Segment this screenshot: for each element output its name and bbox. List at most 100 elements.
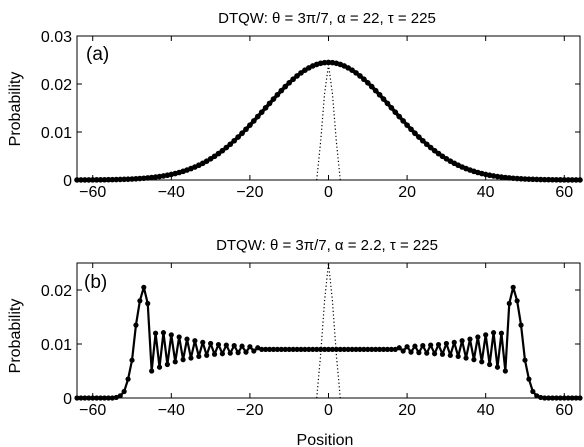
- panel-b-xtick-label: 40: [477, 402, 495, 419]
- panel-a-data-point: [274, 91, 281, 98]
- panel-b-data-point: [376, 346, 383, 352]
- panel-b-data-point: [318, 346, 324, 352]
- panel-b-data-point: [282, 346, 288, 352]
- panel-b-data-point: [294, 346, 300, 352]
- panel-b-data-point: [569, 395, 575, 401]
- panel-a-data-point: [553, 177, 560, 183]
- panel-a-data-point: [215, 150, 222, 157]
- panel-b-plot-area: −60 −40 −20 0 20 40 60 0 0.01 0.02: [41, 262, 583, 419]
- panel-b-data-point: [101, 395, 108, 401]
- panel-b-data-point: [152, 330, 159, 336]
- panel-a-data-point: [117, 176, 124, 183]
- panel-b-data-point: [90, 395, 96, 401]
- panel-b-data-point: [172, 359, 178, 365]
- panel-a-data-point: [365, 80, 371, 86]
- panel-a-data-point: [93, 177, 100, 183]
- panel-a-data-point: [392, 109, 399, 115]
- panel-a-xtick-label: 20: [398, 184, 416, 201]
- panel-a-data-point: [243, 126, 249, 133]
- panel-b-data-point: [286, 346, 292, 352]
- panel-b-data-point: [467, 336, 473, 342]
- panel-b-data-point: [542, 395, 548, 401]
- panel-b-data-point: [321, 346, 328, 352]
- panel-a-data-point: [113, 176, 120, 183]
- panel-b-ytick-label: 0: [63, 391, 72, 408]
- panel-b-data-point: [235, 350, 241, 356]
- panel-b-xtick-label: −20: [236, 402, 263, 419]
- panel-a-data-point: [109, 176, 116, 183]
- panel-b-data-point: [365, 346, 371, 352]
- panel-b-data-point: [510, 284, 516, 290]
- panel-b-data-point: [483, 332, 489, 338]
- panel-b-data-point: [231, 343, 237, 349]
- panel-a-ytick-label: 0.01: [41, 125, 72, 142]
- panel-a-axes-box: [76, 35, 581, 181]
- panel-a-data-point: [223, 144, 230, 151]
- panel-b-data-point: [384, 346, 391, 352]
- panel-b-ytick-label: 0.01: [41, 337, 72, 354]
- panel-b-data-point: [329, 346, 336, 352]
- panel-b-data-point: [361, 346, 367, 352]
- panel-b-data-point: [424, 350, 430, 356]
- panel-b-data-point: [416, 350, 422, 356]
- panel-b-data-point: [266, 346, 273, 352]
- panel-a-data-point: [247, 122, 253, 128]
- panel-a-xtick-label: −60: [79, 184, 106, 201]
- panel-a-data-point: [290, 76, 296, 83]
- panel-b-data-point: [577, 395, 583, 401]
- panel-a-data-point: [219, 147, 226, 154]
- panel-a-tag: (a): [86, 44, 109, 65]
- panel-a-data-point: [278, 87, 285, 94]
- panel-a-data-point: [211, 153, 218, 160]
- panel-a-data-point: [541, 176, 548, 183]
- panel-b-data-point: [192, 338, 198, 344]
- panel-a-data-point: [357, 73, 363, 79]
- panel-b-data-point: [471, 357, 477, 363]
- panel-b-data-point: [149, 368, 155, 374]
- panel-b-data-point: [259, 346, 265, 352]
- panel-b-data-point: [561, 395, 567, 401]
- panel-b-data-point: [522, 357, 528, 363]
- panel-b-data-point: [251, 348, 257, 354]
- panel-b-data-point: [549, 395, 556, 401]
- panel-b-data-point: [117, 393, 123, 399]
- panel-b-data-point: [353, 346, 359, 352]
- panel-b-data-point: [487, 361, 493, 368]
- panel-a-data-point: [125, 176, 131, 182]
- panel-b-data-point: [439, 351, 446, 357]
- panel-a-data-point: [549, 176, 556, 183]
- panel-b-data-point: [451, 339, 457, 345]
- panel-a-data-point: [97, 177, 104, 183]
- panel-b-data-point: [490, 330, 497, 336]
- panel-a-data-point: [78, 177, 84, 183]
- panel-a-data-point: [400, 118, 406, 124]
- panel-a-data-point: [380, 96, 387, 102]
- panel-b-data-point: [325, 346, 332, 352]
- panel-b-data-point: [129, 357, 135, 363]
- panel-b-data-point: [396, 345, 402, 351]
- panel-b-data-point: [447, 352, 453, 358]
- panel-a-data-point: [262, 104, 269, 111]
- panel-b-data-point: [557, 395, 563, 401]
- panel-b-data-point: [459, 338, 465, 344]
- panel-a-data-point: [569, 177, 575, 183]
- panel-b-ylabel: Probability: [7, 299, 24, 374]
- panel-a-xtick-label: 60: [555, 184, 573, 201]
- panel-b-data-point: [428, 342, 434, 348]
- panel-a-data-point: [235, 134, 241, 140]
- panel-b-data-point: [412, 343, 418, 349]
- panel-a-data-point: [427, 144, 434, 151]
- panel-a-series-initial-dotted: [316, 64, 341, 181]
- panel-a-data-point: [545, 176, 552, 183]
- panel-b-data-point: [333, 346, 339, 352]
- panel-b-data-point: [302, 346, 308, 352]
- panel-b-ytick-label: 0.02: [41, 283, 72, 300]
- panel-b-data-point: [184, 336, 190, 342]
- panel-a-data-point: [270, 96, 277, 102]
- panel-a-data-point: [349, 67, 355, 73]
- panel-b-data-point: [74, 395, 80, 401]
- panel-a-data-point: [89, 177, 96, 183]
- panel-a-data-point: [412, 130, 418, 137]
- panel-b: DTQW: θ = 3π/7, α = 2.2, τ = 225 Probabi…: [7, 237, 583, 447]
- panel-b-data-point: [565, 395, 571, 401]
